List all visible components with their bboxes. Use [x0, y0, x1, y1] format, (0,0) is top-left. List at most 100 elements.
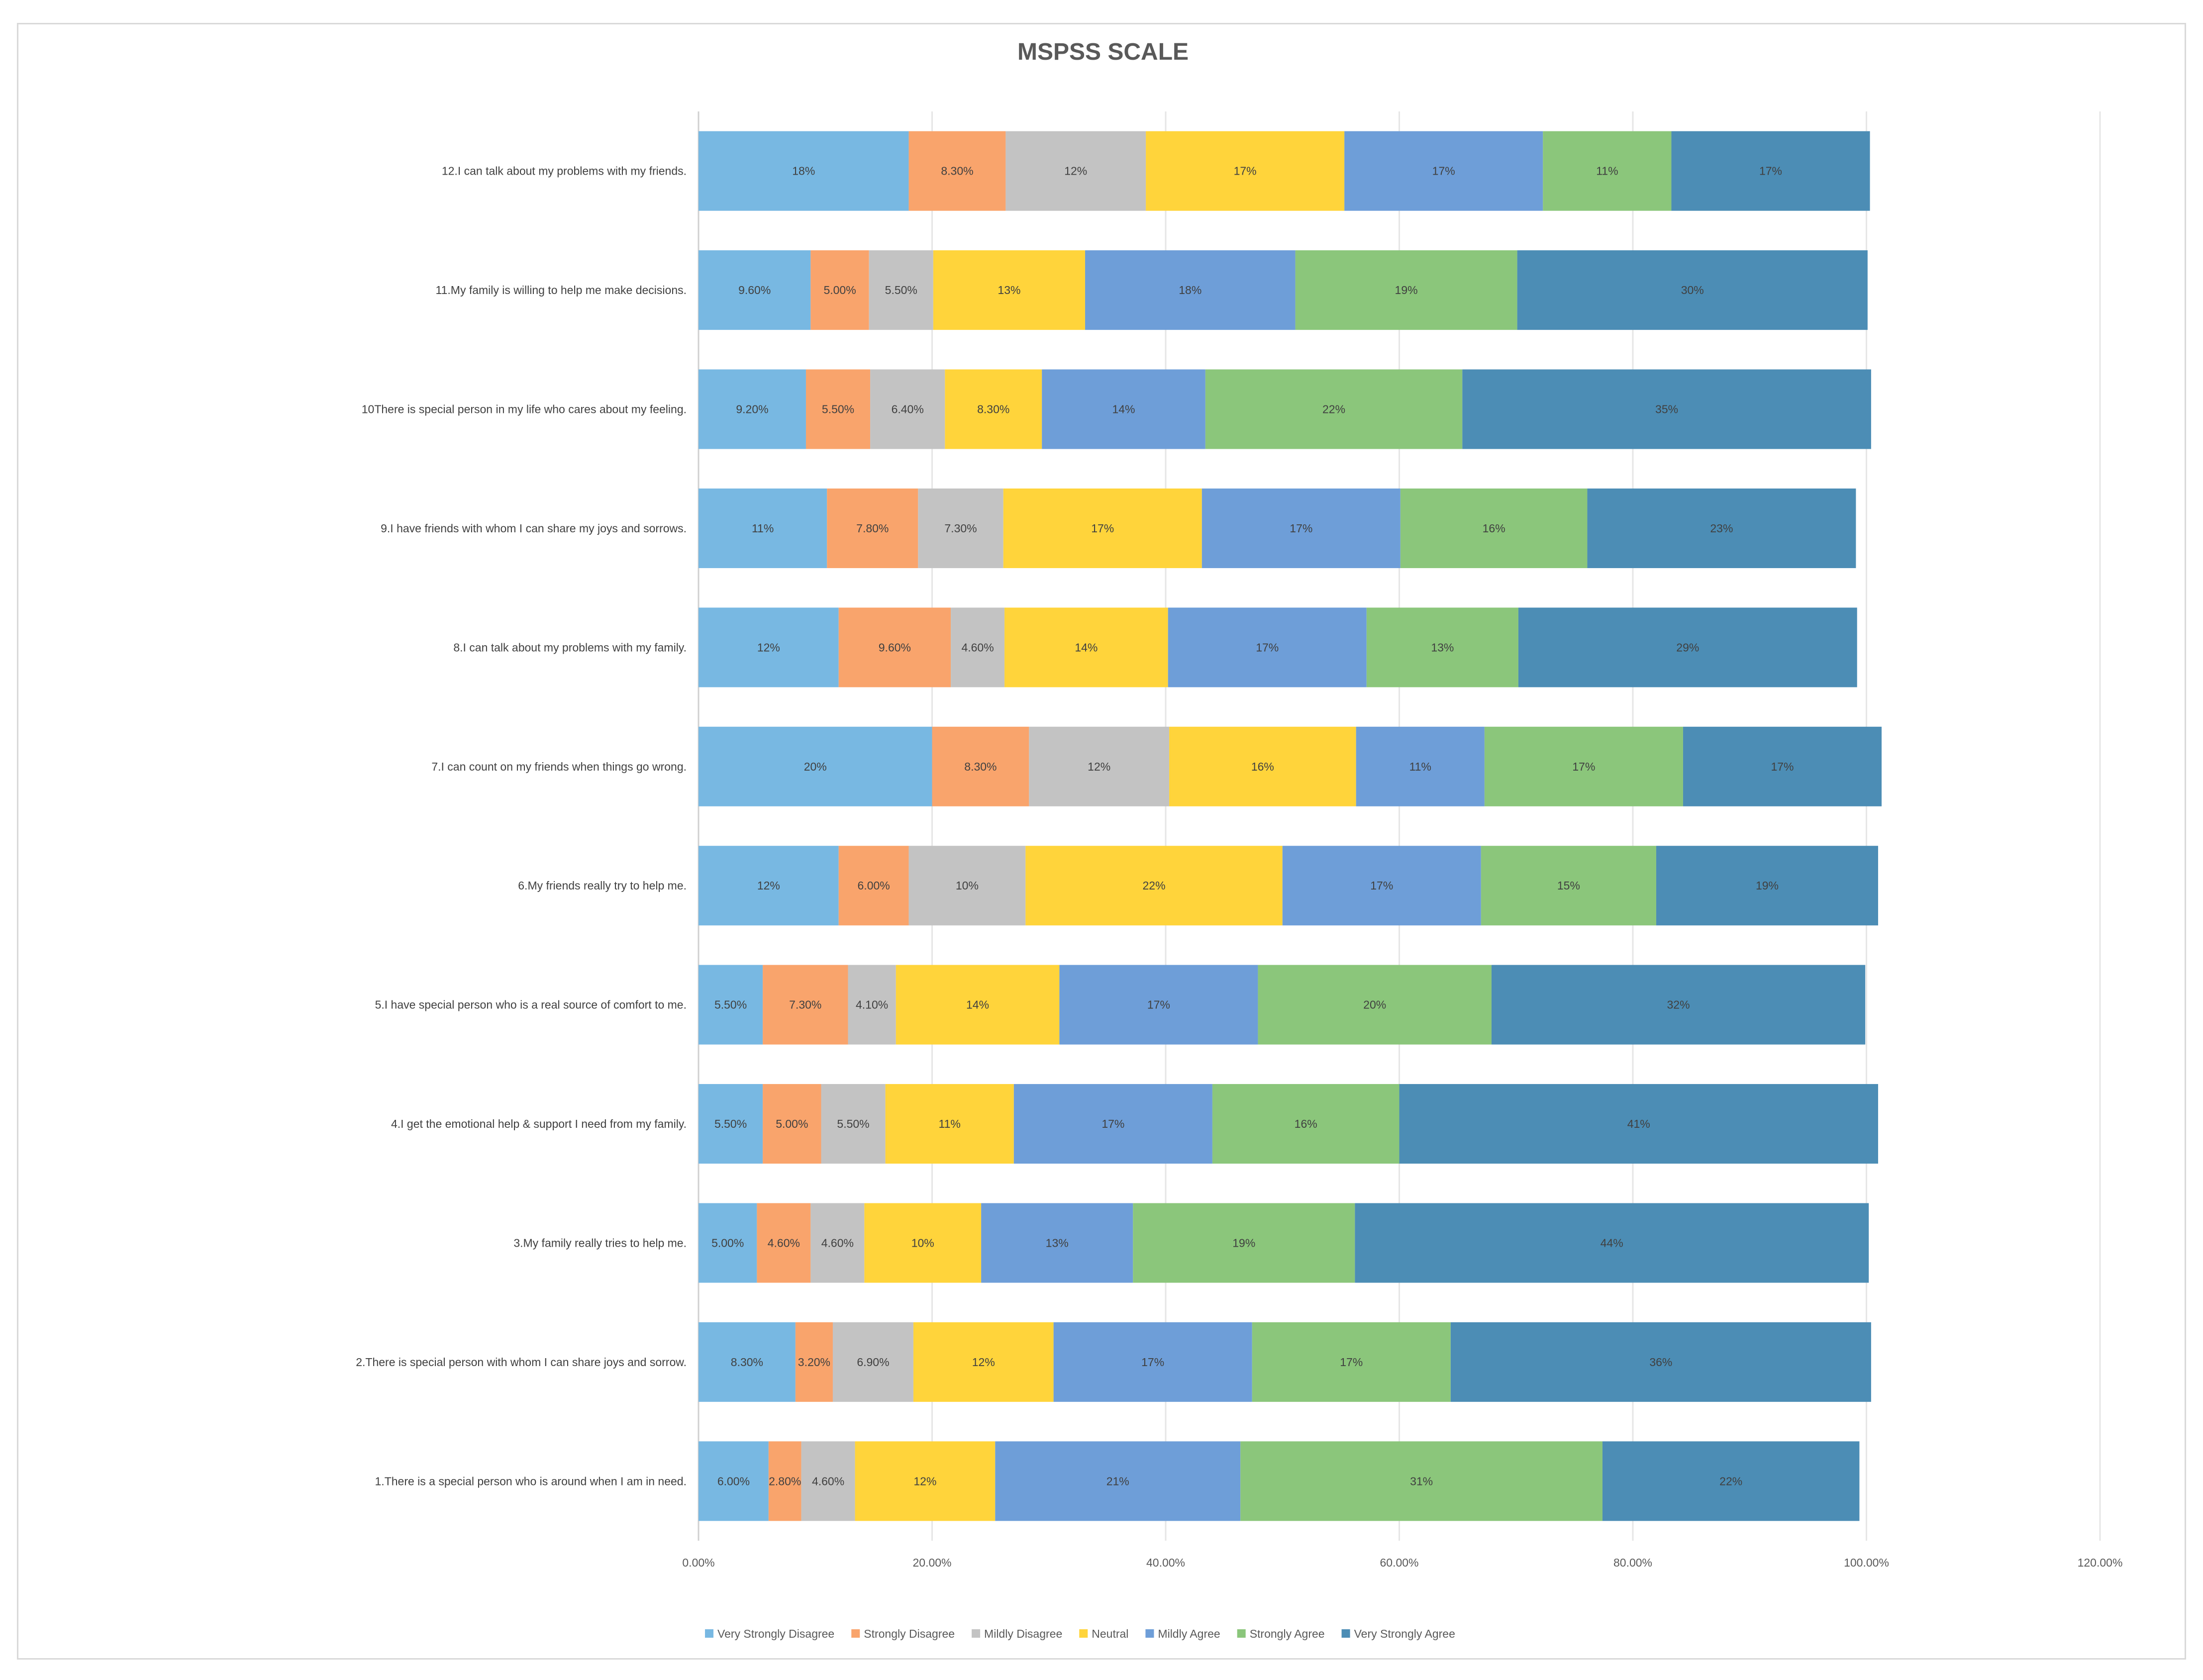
- bar-segment: [810, 250, 869, 330]
- data-label: 35%: [1655, 403, 1678, 416]
- category-label: 3.My family really tries to help me.: [513, 1236, 687, 1249]
- bar-segment: [1168, 607, 1367, 688]
- legend-label: Strongly Disagree: [864, 1627, 955, 1640]
- bar-segment: [699, 1322, 796, 1402]
- data-label: 13%: [1431, 641, 1454, 654]
- legend-swatch: [1341, 1629, 1350, 1638]
- data-label: 17%: [1234, 165, 1257, 178]
- bar-segment: [1481, 846, 1656, 926]
- data-label: 8.30%: [941, 165, 973, 178]
- data-label: 9.60%: [879, 641, 911, 654]
- bar-segment: [1355, 1203, 1869, 1283]
- bar-segment: [1146, 131, 1345, 211]
- bar-segment: [699, 488, 827, 568]
- bar-segment: [699, 607, 839, 688]
- bar-segment: [848, 965, 896, 1045]
- legend-item[interactable]: Strongly Disagree: [851, 1627, 955, 1640]
- data-label: 14%: [966, 998, 989, 1011]
- bar-segment: [838, 607, 951, 688]
- bar-segment: [933, 250, 1086, 330]
- category-label: 6.My friends really try to help me.: [518, 879, 687, 892]
- bar-segment: [855, 1441, 996, 1521]
- data-label: 16%: [1295, 1117, 1317, 1130]
- bar-segment: [1491, 965, 1866, 1045]
- x-tick-label: 100.00%: [1844, 1556, 1889, 1569]
- data-label: 13%: [1046, 1236, 1069, 1249]
- bar-segment: [1683, 726, 1882, 806]
- bar-segment: [805, 369, 871, 449]
- bar-segment: [699, 965, 763, 1045]
- data-label: 3.20%: [798, 1356, 830, 1369]
- category-label: 12.I can talk about my problems with my …: [442, 165, 687, 178]
- x-tick-label: 80.00%: [1613, 1556, 1652, 1569]
- bar-segment: [870, 369, 945, 449]
- x-tick-label: 60.00%: [1380, 1556, 1418, 1569]
- category-axis: 1.There is a special person who is aroun…: [356, 111, 700, 1541]
- bar-segment: [699, 846, 839, 926]
- category-label: 11.My family is willing to help me make …: [436, 284, 687, 296]
- data-label: 7.30%: [789, 998, 821, 1011]
- data-label: 9.60%: [738, 284, 771, 296]
- legend-item[interactable]: Mildly Disagree: [972, 1627, 1062, 1640]
- bar-segment: [699, 1203, 757, 1283]
- legend-label: Mildly Disagree: [984, 1627, 1062, 1640]
- data-label: 4.10%: [856, 998, 888, 1011]
- data-label: 11%: [1596, 165, 1618, 178]
- data-label: 16%: [1483, 522, 1505, 535]
- data-label: 22%: [1719, 1475, 1742, 1487]
- bars: [699, 131, 1882, 1521]
- legend-item[interactable]: Strongly Agree: [1237, 1627, 1325, 1640]
- bar-segment: [699, 726, 932, 806]
- bar-segment: [1202, 488, 1401, 568]
- data-label: 19%: [1756, 879, 1779, 892]
- data-label: 5.00%: [711, 1236, 744, 1249]
- data-label: 4.60%: [821, 1236, 854, 1249]
- data-label: 17%: [1340, 1356, 1363, 1369]
- bar-segment: [896, 965, 1060, 1045]
- legend-item[interactable]: Mildly Agree: [1145, 1627, 1220, 1640]
- bar-segment: [1258, 965, 1492, 1045]
- x-tick-label: 0.00%: [682, 1556, 714, 1569]
- data-label: 17%: [1771, 760, 1794, 773]
- bar-segment: [1212, 1084, 1400, 1164]
- bar-segment: [699, 369, 806, 449]
- legend-label: Very Strongly Agree: [1354, 1627, 1455, 1640]
- bar-segment: [1025, 846, 1283, 926]
- legend-swatch: [851, 1629, 860, 1638]
- bar-segment: [699, 250, 811, 330]
- bar-segment: [864, 1203, 982, 1283]
- data-label: 8.30%: [731, 1356, 763, 1369]
- bar-segment: [1005, 131, 1146, 211]
- bar-segment: [1344, 131, 1543, 211]
- data-label: 20%: [804, 760, 827, 773]
- legend-swatch: [1079, 1629, 1088, 1638]
- data-label: 12%: [1064, 165, 1087, 178]
- legend-item[interactable]: Neutral: [1079, 1627, 1128, 1640]
- data-label: 17%: [1759, 165, 1782, 178]
- data-label: 9.20%: [736, 403, 768, 416]
- bar-segment: [885, 1084, 1014, 1164]
- data-label: 5.50%: [714, 1117, 747, 1130]
- bar-segment: [795, 1322, 833, 1402]
- bar-segment: [908, 131, 1006, 211]
- data-label: 4.60%: [768, 1236, 800, 1249]
- legend-label: Very Strongly Disagree: [717, 1627, 834, 1640]
- data-label: 17%: [1141, 1356, 1164, 1369]
- data-label: 11%: [939, 1117, 961, 1130]
- category-label: 8.I can talk about my problems with my f…: [453, 641, 687, 654]
- data-label: 5.50%: [822, 403, 854, 416]
- data-label: 7.80%: [856, 522, 889, 535]
- legend-item[interactable]: Very Strongly Disagree: [705, 1627, 834, 1640]
- data-label: 6.40%: [892, 403, 924, 416]
- bar-segment: [1133, 1203, 1355, 1283]
- data-label: 44%: [1601, 1236, 1623, 1249]
- bar-segment: [699, 1441, 769, 1521]
- data-label: 13%: [998, 284, 1020, 296]
- x-tick-label: 40.00%: [1146, 1556, 1185, 1569]
- data-label: 5.00%: [776, 1117, 808, 1130]
- legend-item[interactable]: Very Strongly Agree: [1341, 1627, 1455, 1640]
- data-label: 8.30%: [977, 403, 1009, 416]
- bar-segment: [1059, 965, 1258, 1045]
- legend-label: Neutral: [1092, 1627, 1128, 1640]
- data-label: 41%: [1627, 1117, 1650, 1130]
